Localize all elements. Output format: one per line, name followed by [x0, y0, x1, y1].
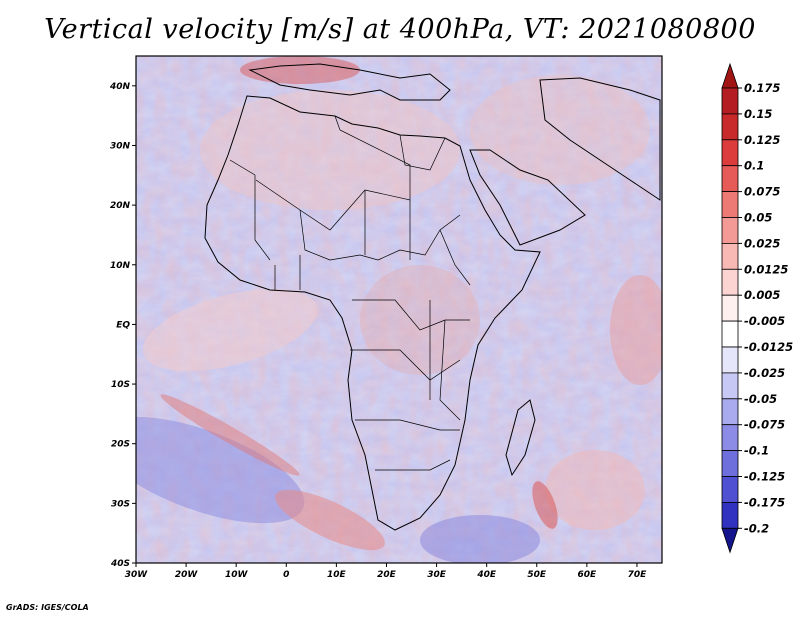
lat-tick-label: 40N	[109, 82, 131, 92]
colorbar-swatch	[721, 372, 739, 400]
longitude-axis: 30W 20W 10W 0 10E 20E 30E 40E 50E 60E 70E	[125, 563, 647, 580]
lat-tick-label: 10S	[111, 380, 130, 390]
lon-tick-label: 0	[283, 570, 289, 580]
colorbar-swatch	[721, 191, 739, 218]
lon-tick-label: 50E	[527, 570, 547, 580]
colorbar-swatch	[721, 320, 739, 348]
lon-tick-label: 20W	[175, 570, 199, 580]
colorbar-swatch	[721, 294, 739, 322]
colorbar-label: -0.075	[744, 418, 785, 432]
colorbar-label: 0.05	[744, 211, 772, 225]
colorbar-label: -0.1	[744, 444, 769, 458]
colorbar-bottom-arrow	[721, 527, 739, 554]
colorbar-label: 0.125	[744, 133, 780, 147]
lon-tick-label: 30W	[125, 570, 149, 580]
colorbar-swatch	[721, 113, 739, 141]
lon-tick-label: 30E	[427, 570, 447, 580]
colorbar-swatch	[721, 217, 739, 244]
colorbar-label: -0.005	[744, 314, 785, 328]
colorbar: 0.175 0.15 0.125 0.1 0.075 0.05 0.025 0.0125 0.0…	[721, 62, 793, 554]
colorbar-swatch	[721, 346, 739, 374]
colorbar-swatch	[721, 165, 739, 192]
lat-tick-label: 30S	[111, 499, 130, 509]
lon-tick-label: 70E	[628, 570, 648, 580]
lat-tick-label: EQ	[116, 320, 130, 330]
coastlines	[204, 63, 661, 531]
grads-credit: GrADS: IGES/COLA	[6, 603, 89, 612]
lon-tick-label: 40E	[476, 570, 497, 580]
lat-tick-label: 10N	[110, 261, 131, 271]
lon-tick-label: 60E	[578, 570, 598, 580]
colorbar-swatch	[721, 450, 739, 477]
lon-tick-label: 20E	[377, 570, 397, 580]
lon-tick-label: 10W	[225, 570, 249, 580]
lat-tick-label: 20N	[110, 201, 131, 211]
map-title: Vertical velocity [m/s] at 400hPa, VT: 2…	[44, 14, 756, 45]
colorbar-swatch	[721, 139, 739, 167]
colorbar-label: -0.2	[744, 521, 769, 535]
lat-tick-label: 40S	[110, 559, 130, 569]
colorbar-label: -0.05	[744, 392, 777, 406]
latitude-axis: 40N 30N 20N 10N EQ 10S 20S 30S 40S	[109, 82, 136, 569]
colorbar-swatch	[721, 87, 739, 115]
colorbar-label: 0.025	[744, 236, 780, 250]
colorbar-label: 0.005	[744, 288, 780, 302]
lon-tick-label: 10E	[327, 570, 347, 580]
country-borders	[229, 115, 471, 471]
colorbar-swatch	[721, 242, 739, 270]
colorbar-label: 0.15	[744, 107, 772, 121]
lat-tick-label: 30N	[110, 141, 131, 151]
colorbar-label: 0.0125	[744, 262, 788, 276]
colorbar-swatch	[721, 501, 739, 529]
colorbar-label: -0.175	[744, 495, 785, 509]
plot-frame	[135, 55, 663, 564]
colorbar-swatch	[721, 268, 739, 296]
colorbar-label: -0.0125	[744, 340, 793, 354]
colorbar-swatch	[721, 424, 739, 452]
colorbar-label: -0.025	[744, 366, 785, 380]
colorbar-top-arrow	[721, 62, 739, 89]
colorbar-label: 0.075	[744, 185, 780, 199]
colorbar-swatch	[721, 476, 739, 503]
velocity-field	[136, 56, 662, 563]
colorbar-label: -0.125	[744, 470, 785, 484]
lat-tick-label: 20S	[111, 440, 130, 450]
colorbar-swatch	[721, 398, 739, 426]
colorbar-label: 0.175	[744, 81, 780, 95]
colorbar-label: 0.1	[744, 159, 764, 173]
